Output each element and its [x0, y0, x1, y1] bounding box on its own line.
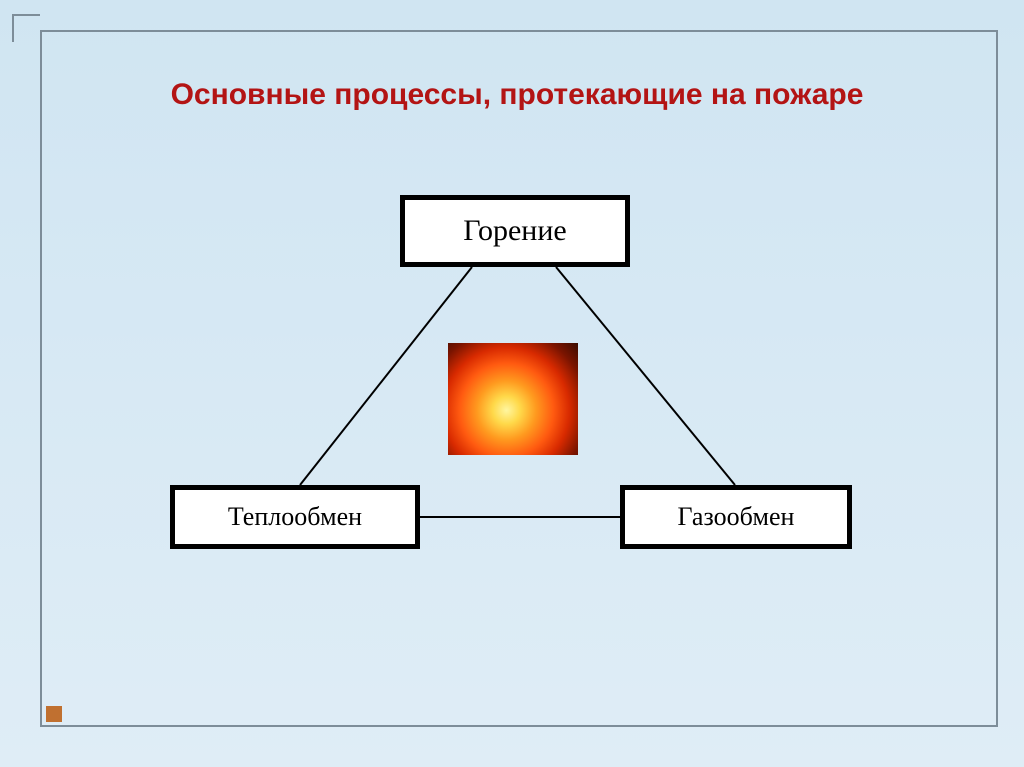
node-combustion-label: Горение — [463, 214, 566, 248]
slide-title: Основные процессы, протекающие на пожаре — [50, 78, 984, 112]
fire-image — [448, 343, 578, 455]
node-heat-exchange-label: Теплообмен — [228, 502, 362, 532]
node-heat-exchange: Теплообмен — [170, 485, 420, 549]
node-gas-exchange: Газообмен — [620, 485, 852, 549]
process-diagram: Горение Теплообмен Газообмен — [150, 195, 880, 575]
slide-note-bullet — [46, 706, 62, 722]
node-gas-exchange-label: Газообмен — [678, 502, 795, 532]
frame-border-right — [996, 30, 998, 727]
fire-image-fill — [448, 343, 578, 455]
frame-border-bottom — [40, 725, 998, 727]
node-combustion: Горение — [400, 195, 630, 267]
frame-border-top — [40, 30, 998, 32]
frame-corner-left — [12, 14, 14, 42]
frame-border-left — [40, 30, 42, 727]
frame-corner-top — [12, 14, 40, 16]
slide: Основные процессы, протекающие на пожаре… — [0, 0, 1024, 767]
